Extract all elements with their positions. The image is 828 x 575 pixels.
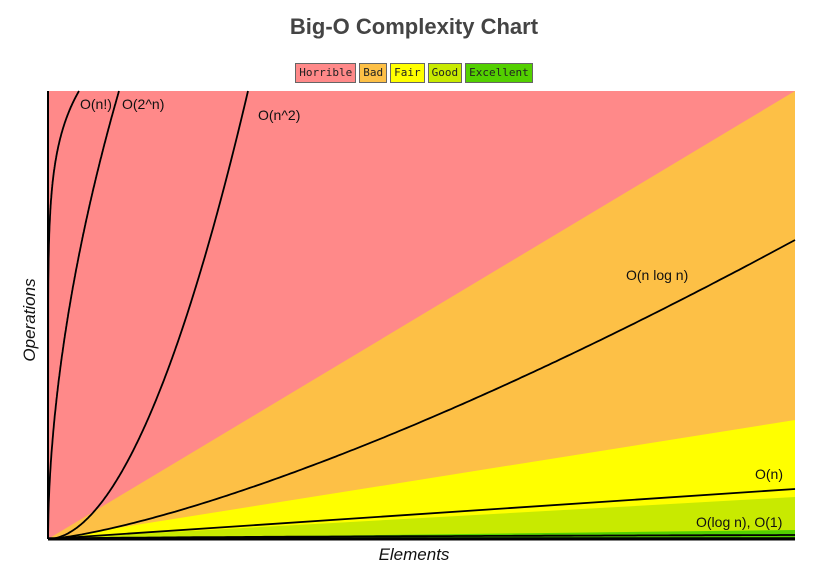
x-axis-label: Elements xyxy=(378,545,450,564)
curve-nlogn xyxy=(47,239,796,540)
label-quadratic: O(n^2) xyxy=(258,107,300,123)
curve-linear xyxy=(47,488,796,540)
legend-fair: Fair xyxy=(390,63,425,83)
legend-bad: Bad xyxy=(359,63,388,83)
curve-exponential xyxy=(47,90,120,540)
label-factorial: O(n!) xyxy=(80,96,112,112)
region-bad xyxy=(48,91,795,539)
chart-title: Big-O Complexity Chart xyxy=(289,14,539,39)
legend-good: Good xyxy=(427,63,463,83)
label-exponential: O(2^n) xyxy=(122,96,164,112)
curve-factorial xyxy=(47,90,80,540)
label-log-constant: O(log n), O(1) xyxy=(696,514,782,530)
y-axis-label: Operations xyxy=(20,278,39,362)
region-good xyxy=(48,497,795,539)
legend: Horrible Bad Fair Good Excellent xyxy=(0,63,828,83)
legend-horrible: Horrible xyxy=(295,63,357,83)
label-nlogn: O(n log n) xyxy=(626,267,688,283)
legend-excellent: Excellent xyxy=(465,63,533,83)
curve-quadratic xyxy=(48,90,249,540)
label-linear: O(n) xyxy=(755,466,783,482)
